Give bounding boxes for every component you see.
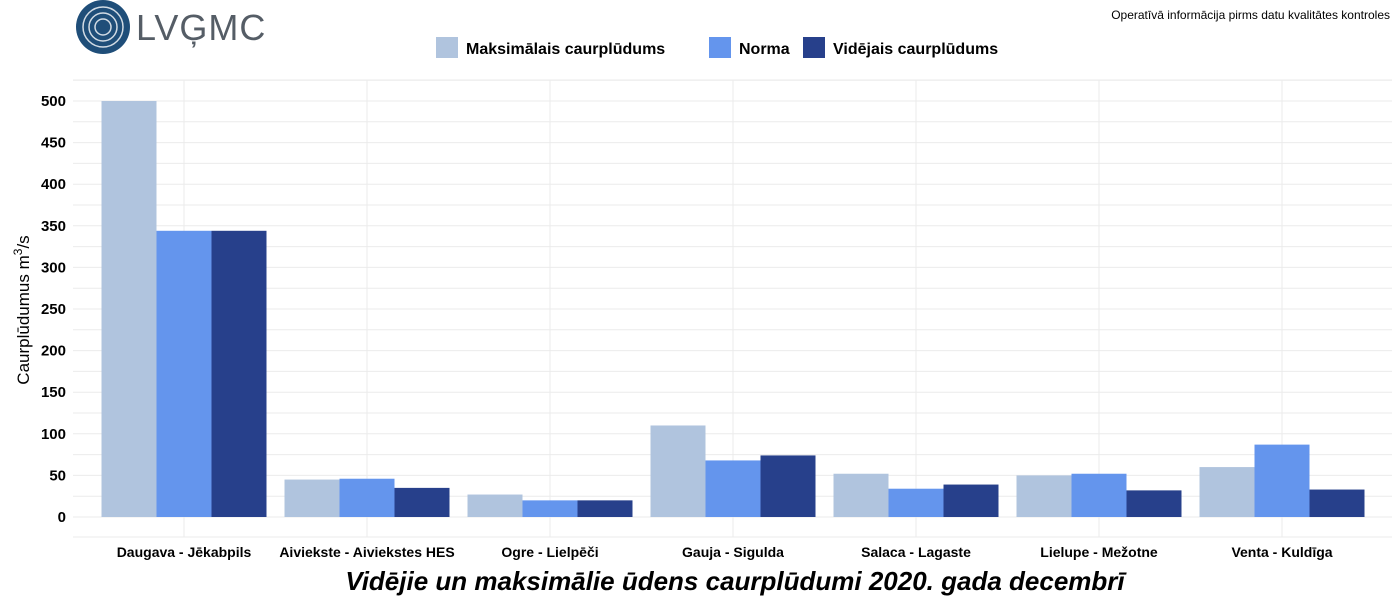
bar-max: [101, 101, 157, 517]
legend-label: Maksimālais caurplūdums: [466, 41, 665, 58]
y-tick-label: 350: [41, 218, 66, 235]
x-tick-label: Venta - Kuldīga: [1231, 544, 1332, 560]
logo-emblem-icon: [76, 0, 130, 54]
x-tick-label: Ogre - Lielpēči: [501, 544, 598, 560]
y-axis-label-main: Caurplūdumus m: [14, 255, 33, 384]
legend-swatch: [709, 37, 731, 58]
legend-swatch: [436, 37, 458, 58]
bar-norm: [1254, 444, 1310, 517]
y-tick-label: 450: [41, 135, 66, 152]
y-axis-label-unit: /s: [14, 235, 33, 248]
x-tick-label: Gauja - Sigulda: [682, 544, 784, 560]
logo: LVĢMC: [76, 0, 266, 54]
bar-max: [833, 473, 889, 517]
y-axis-label-sup: 3: [11, 248, 25, 255]
bar-avg: [760, 455, 816, 517]
y-tick-label: 50: [49, 467, 66, 484]
bar-max: [1199, 467, 1255, 517]
x-tick-label: Salaca - Lagaste: [861, 544, 971, 560]
y-axis-label: Caurplūdumus m3/s: [11, 235, 33, 384]
x-tick-label: Lielupe - Mežotne: [1040, 544, 1158, 560]
bar-norm: [339, 478, 395, 517]
bar-max: [650, 425, 706, 517]
legend-swatch: [803, 37, 825, 58]
x-tick-label: Aiviekste - Aiviekstes HES: [279, 544, 454, 560]
y-tick-label: 500: [41, 93, 66, 110]
bar-norm: [522, 500, 578, 517]
bar-avg: [943, 484, 999, 517]
y-tick-label: 150: [41, 384, 66, 401]
bars: [101, 101, 1365, 518]
data-quality-note: Operatīvā informācija pirms datu kvalitā…: [1111, 8, 1390, 22]
bar-avg: [577, 500, 633, 517]
y-tick-label: 0: [58, 509, 66, 526]
bar-avg: [1126, 490, 1182, 517]
bar-max: [467, 494, 523, 517]
x-tick-label: Daugava - Jēkabpils: [117, 544, 252, 560]
bar-max: [1016, 475, 1072, 517]
y-tick-label: 400: [41, 176, 66, 193]
y-tick-label: 100: [41, 426, 66, 443]
bar-max: [284, 479, 340, 517]
x-axis: Daugava - Jēkabpils Aiviekste - Aiviekste…: [117, 544, 1333, 560]
y-tick-label: 200: [41, 343, 66, 360]
legend-label: Norma: [739, 41, 790, 58]
bar-norm: [156, 230, 212, 518]
logo-text: LVĢMC: [136, 7, 266, 48]
bar-norm: [1071, 473, 1127, 517]
bar-avg: [394, 487, 450, 517]
bar-norm: [705, 460, 761, 517]
legend-label: Vidējais caurplūdums: [833, 41, 998, 58]
bar-norm: [888, 488, 944, 517]
bar-avg: [211, 230, 267, 518]
bar-avg: [1309, 489, 1365, 517]
chart-title: Vidējie un maksimālie ūdens caurplūdumi …: [345, 566, 1127, 596]
legend: Maksimālais caurplūdums Norma Vidējais cau…: [436, 37, 998, 58]
y-axis: 0 50 100 150 200 250 300 350 400 450 500: [41, 93, 66, 526]
y-tick-label: 300: [41, 259, 66, 276]
y-tick-label: 250: [41, 301, 66, 318]
